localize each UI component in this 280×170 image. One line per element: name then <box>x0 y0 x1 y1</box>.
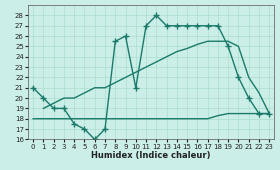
X-axis label: Humidex (Indice chaleur): Humidex (Indice chaleur) <box>92 151 211 160</box>
